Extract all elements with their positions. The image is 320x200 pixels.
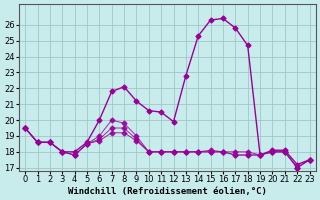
X-axis label: Windchill (Refroidissement éolien,°C): Windchill (Refroidissement éolien,°C) [68, 187, 267, 196]
